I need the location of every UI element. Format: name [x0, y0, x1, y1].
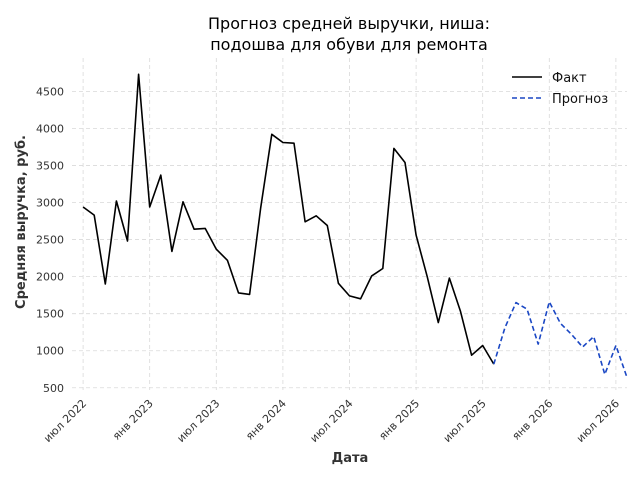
x-tick-label: июл 2025	[441, 397, 489, 445]
x-tick-label: янв 2026	[510, 397, 556, 443]
plot-area	[82, 73, 628, 378]
x-tick-label: янв 2024	[243, 397, 289, 443]
x-axis-ticks: июл 2022 янв 2023 июл 2023 янв 2024 июл 2024…	[41, 397, 622, 445]
y-tick-label: 4500	[36, 85, 64, 98]
y-tick-label: 3000	[36, 197, 64, 210]
x-tick-label: июл 2024	[308, 397, 356, 445]
legend-label-forecast: Прогноз	[552, 92, 608, 107]
series-line-forecast	[493, 300, 628, 378]
legend-label-fact: Факт	[552, 71, 587, 86]
y-tick-label: 2500	[36, 234, 64, 247]
y-tick-label: 2000	[36, 271, 64, 284]
y-tick-label: 3500	[36, 159, 64, 172]
x-tick-label: янв 2025	[376, 397, 422, 443]
chart-title-line-2: подошва для обуви для ремонта	[210, 35, 488, 54]
y-axis-ticks: 500 1000 1500 2000 2500 3000 3500 4000 4500	[36, 85, 64, 394]
x-tick-label: июл 2022	[41, 397, 89, 445]
series-line-fact	[82, 73, 495, 365]
chart-title-line-1: Прогноз средней выручки, ниша:	[208, 14, 490, 33]
legend: Факт Прогноз	[512, 71, 608, 107]
x-tick-label: июл 2026	[574, 397, 622, 445]
y-tick-label: 4000	[36, 122, 64, 135]
grid	[72, 58, 627, 390]
x-axis-label: Дата	[332, 451, 369, 466]
y-tick-label: 1500	[36, 308, 64, 321]
y-axis-label: Средняя выручка, руб.	[14, 135, 29, 309]
x-tick-label: янв 2023	[110, 397, 156, 443]
x-tick-label: июл 2023	[174, 397, 222, 445]
y-tick-label: 1000	[36, 345, 64, 358]
y-tick-label: 500	[43, 382, 64, 395]
